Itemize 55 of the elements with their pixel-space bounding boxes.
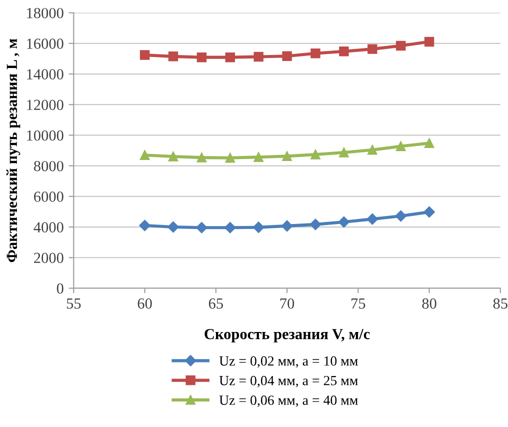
point bbox=[225, 52, 235, 62]
point bbox=[424, 36, 434, 47]
x-axis-title: Скорость резания V, м/с bbox=[204, 328, 370, 342]
point bbox=[140, 50, 150, 60]
point bbox=[368, 145, 378, 155]
point bbox=[168, 221, 179, 233]
point bbox=[310, 48, 320, 58]
y-tick-label: 6000 bbox=[34, 192, 64, 202]
y-tick-label: 2000 bbox=[34, 252, 64, 264]
point bbox=[196, 52, 207, 62]
point bbox=[339, 148, 349, 158]
point bbox=[139, 220, 150, 232]
point bbox=[366, 213, 378, 225]
x-tick-label: 55 bbox=[66, 298, 81, 309]
point bbox=[396, 40, 406, 51]
point bbox=[196, 222, 208, 234]
point bbox=[282, 151, 292, 162]
x-tick-label: 70 bbox=[280, 298, 294, 309]
point bbox=[254, 152, 264, 162]
point bbox=[140, 150, 150, 160]
point bbox=[168, 52, 178, 62]
point bbox=[338, 216, 350, 228]
point bbox=[281, 220, 293, 232]
x-tick-label: 80 bbox=[422, 298, 436, 309]
point bbox=[254, 52, 264, 62]
point bbox=[339, 46, 349, 56]
y-tick-label: 4000 bbox=[34, 222, 64, 232]
legend-label: Uz = 0,02 мм, a = 10 мм bbox=[219, 356, 358, 368]
point bbox=[424, 206, 435, 218]
y-tick-label: 18000 bbox=[27, 8, 64, 18]
point bbox=[252, 222, 264, 233]
point bbox=[310, 218, 322, 230]
point bbox=[196, 152, 207, 162]
y-tick-label: 14000 bbox=[27, 69, 64, 80]
legend-label: Uz = 0,04 мм, a = 25 мм bbox=[219, 376, 358, 388]
x-tick-label: 65 bbox=[208, 298, 223, 309]
point bbox=[395, 210, 406, 222]
y-tick-label: 12000 bbox=[27, 100, 64, 110]
point bbox=[368, 44, 378, 54]
point bbox=[225, 153, 235, 163]
y-tick-label: 16000 bbox=[27, 38, 64, 49]
point bbox=[282, 51, 292, 61]
y-tick-label: 0 bbox=[56, 283, 64, 294]
legend-label: Uz = 0,06 мм, a = 40 мм bbox=[219, 396, 358, 407]
y-tick-label: 8000 bbox=[34, 160, 64, 172]
x-tick-label: 60 bbox=[138, 298, 152, 309]
point bbox=[224, 222, 236, 234]
y-tick-label: 10000 bbox=[27, 130, 64, 141]
point bbox=[310, 150, 320, 160]
point bbox=[424, 138, 434, 148]
x-tick-label: 75 bbox=[352, 298, 366, 309]
y-axis-title: Фактический путь резания L , м bbox=[6, 38, 20, 262]
point bbox=[168, 152, 178, 162]
x-tick-label: 85 bbox=[493, 298, 508, 309]
point bbox=[396, 141, 406, 152]
